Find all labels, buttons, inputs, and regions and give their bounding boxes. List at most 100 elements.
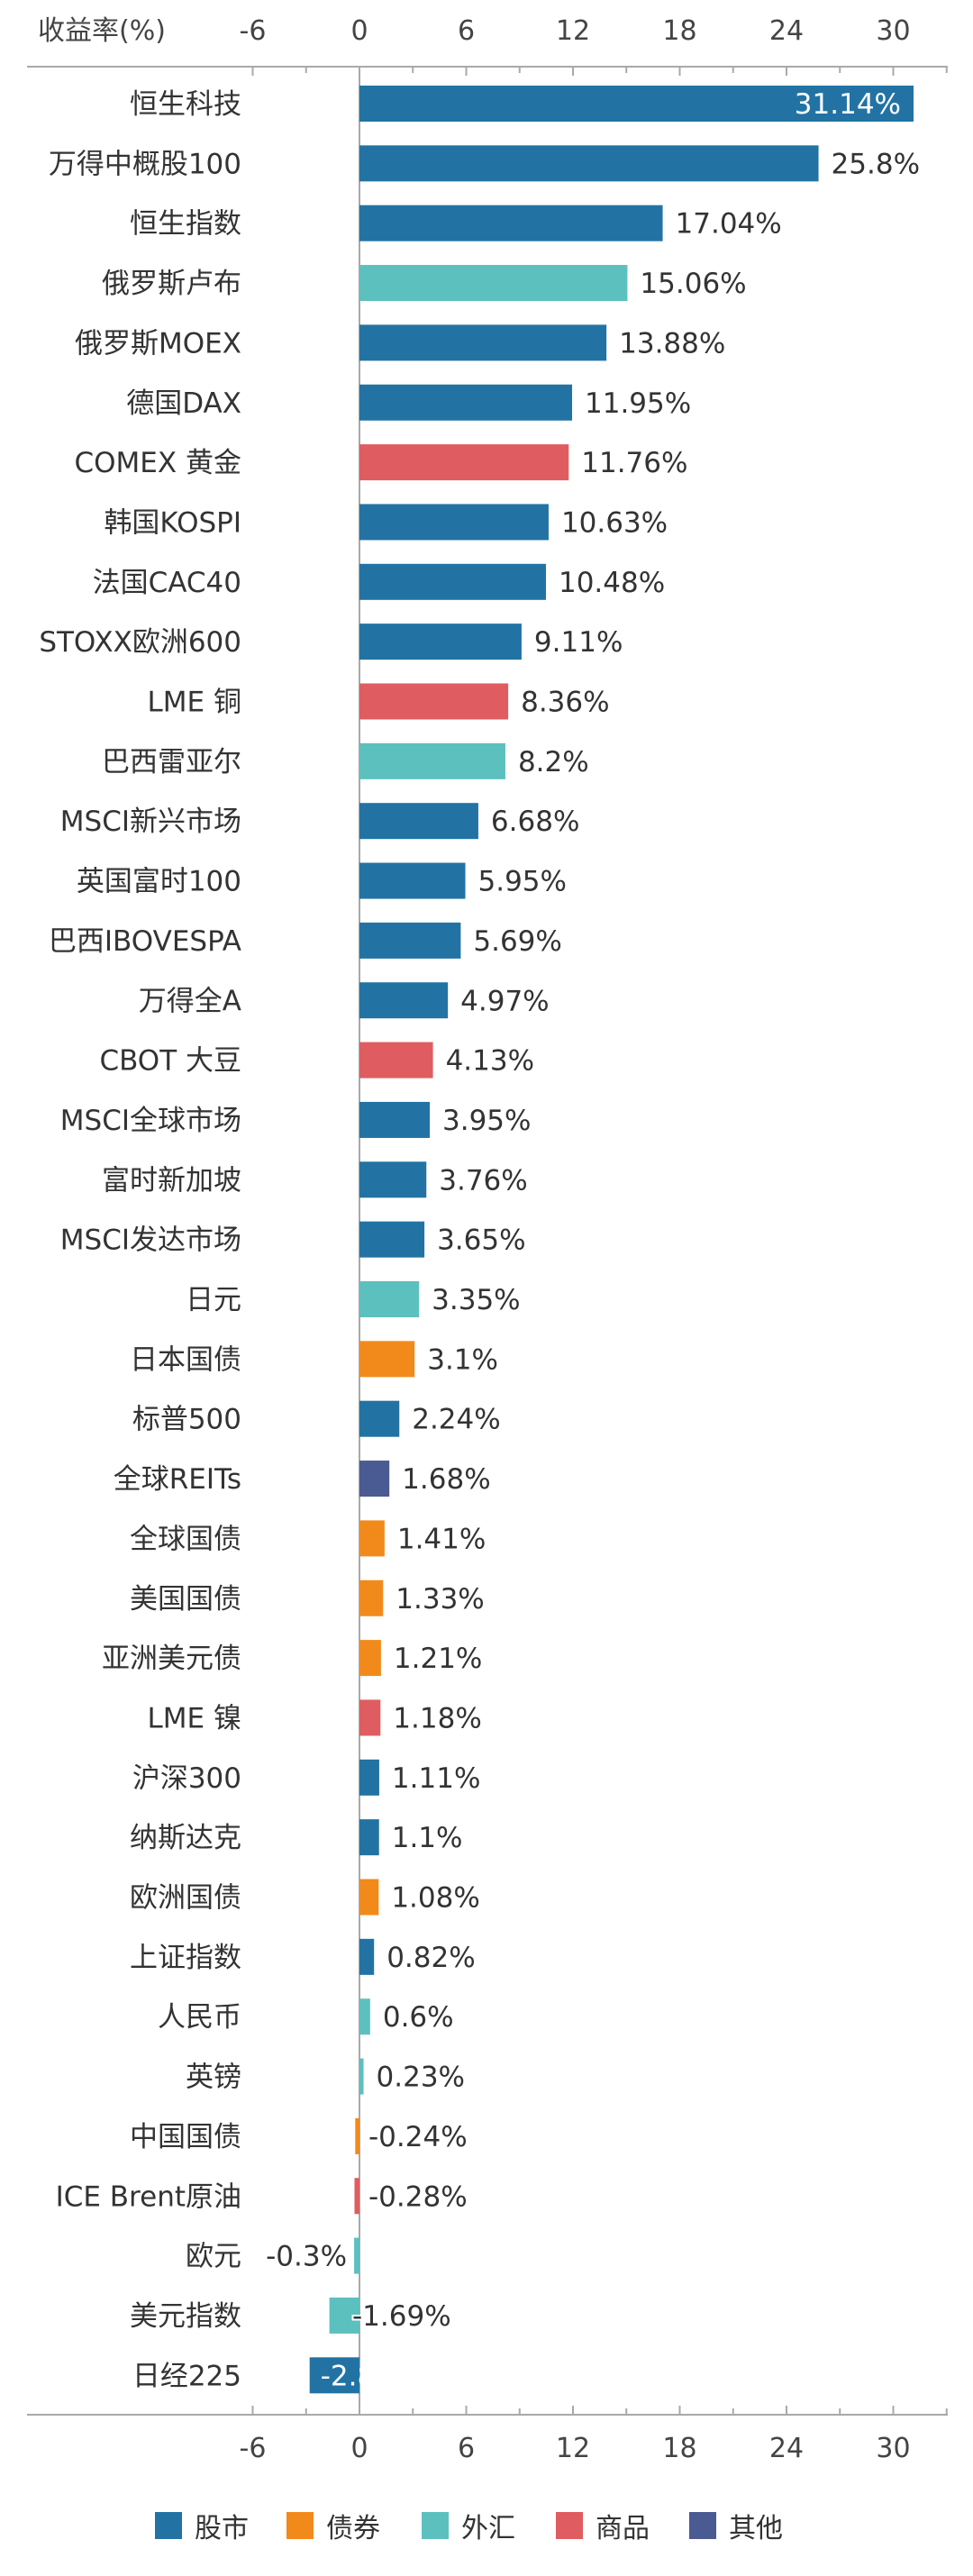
legend-swatch [286,2512,314,2539]
value-label: 1.11% [392,1762,480,1795]
bar [359,1400,400,1437]
category-label: COMEX 黄金 [75,447,241,479]
tick-label-top: 24 [769,15,804,47]
category-label: 日元 [186,1284,241,1316]
legend-swatch [422,2512,449,2539]
tick-label-bottom: 18 [662,2433,696,2464]
category-label: 日经225 [132,2360,241,2392]
value-label: 5.69% [473,925,561,958]
value-label: 0.82% [386,1942,475,1974]
category-label: 万得全A [139,985,241,1017]
legend-item-bond: 债券 [286,2503,380,2548]
legend-item-fx: 外汇 [422,2503,515,2548]
value-label: -1.69% [352,2300,451,2333]
tick-label-bottom: 0 [350,2433,368,2464]
bar [359,742,505,779]
value-label: 1.18% [393,1702,481,1734]
bar [359,922,461,959]
bar [359,1520,385,1557]
category-label: 富时新加坡 [102,1164,241,1197]
category-label: 欧洲国债 [130,1882,241,1915]
category-label: 亚洲美元债 [102,1643,241,1675]
legend-item-stock: 股市 [155,2503,249,2548]
value-label: 1.41% [397,1523,486,1555]
bar [329,2297,359,2334]
category-label: 英镑 [186,2062,241,2094]
legend-label: 股市 [195,2513,249,2544]
bar [359,1579,384,1616]
value-label: -0.3% [266,2241,347,2273]
value-label: 8.2% [518,746,589,778]
bar-chart: -6 -6 0 0 6 6 12 12 18 18 24 24 30 30 收益率(%) 恒生科技 31.14… [27,15,948,2464]
bar [359,504,549,541]
bar [359,1879,379,1916]
bar [359,624,522,660]
category-label: 日本国债 [130,1343,241,1376]
value-label: 3.35% [432,1284,520,1316]
value-label: 10.63% [561,506,668,539]
legend-swatch [556,2512,583,2539]
bar [359,1699,381,1736]
tick-label-bottom: 24 [769,2433,804,2464]
value-label: 1.68% [402,1463,490,1496]
bar [359,1042,433,1079]
value-label: 10.48% [559,567,665,599]
bar [359,683,509,720]
category-label: 纳斯达克 [130,1822,241,1854]
value-label: 3.95% [442,1105,531,1137]
category-label: MSCI发达市场 [60,1224,241,1257]
category-label: STOXX欧洲600 [39,626,241,659]
bar [355,2117,359,2154]
value-label: 5.95% [478,866,567,898]
value-label: 11.76% [581,447,687,479]
tick-label-bottom: 12 [556,2433,590,2464]
value-label: 1.33% [396,1583,484,1616]
value-label: -2.8% [321,2360,402,2392]
value-label: 2.24% [412,1404,500,1436]
category-label: 德国DAX [126,387,241,420]
legend-item-other: 其他 [689,2503,783,2548]
tick-label-top: 30 [876,15,910,47]
category-label: 美国国债 [130,1583,241,1616]
value-label: 9.11% [534,626,623,659]
bar [359,1221,425,1258]
category-label: 上证指数 [130,1942,241,1974]
value-label: -0.24% [368,2121,468,2153]
bar [359,1101,431,1138]
category-label: 全球国债 [130,1523,241,1555]
category-label: 英国富时100 [77,866,241,898]
legend-label: 债券 [326,2513,380,2544]
bar [354,2178,359,2215]
tick-label-top: 12 [556,15,590,47]
bar [359,1341,415,1378]
bar [359,2058,364,2095]
bar [359,265,628,302]
value-label: 8.36% [521,687,609,719]
category-label: 巴西IBOVESPA [49,925,241,958]
value-label: 1.1% [392,1822,463,1854]
value-label: 25.8% [832,148,920,180]
bar [359,1759,379,1796]
value-label: 31.14% [795,88,901,121]
tick-label-bottom: 6 [458,2433,475,2464]
value-label: 6.68% [491,806,579,838]
category-label: 俄罗斯卢布 [102,268,241,300]
category-label: 韩国KOSPI [104,506,241,539]
value-label: 1.21% [394,1643,482,1675]
category-label: 中国国债 [130,2121,241,2153]
value-label: 4.13% [446,1045,534,1078]
category-label: 法国CAC40 [93,567,241,599]
bar [359,1938,375,1975]
value-label: 3.1% [427,1343,498,1376]
bar [359,1461,390,1497]
bar [359,563,546,600]
category-label: 沪深300 [132,1762,241,1795]
bar [359,862,466,899]
legend-label: 商品 [596,2513,650,2544]
category-label: CBOT 大豆 [99,1045,241,1078]
category-label: 标普500 [132,1404,241,1436]
tick-label-bottom: 30 [876,2433,910,2464]
bar [359,1161,427,1198]
bar [359,1281,420,1317]
bar [359,86,914,122]
